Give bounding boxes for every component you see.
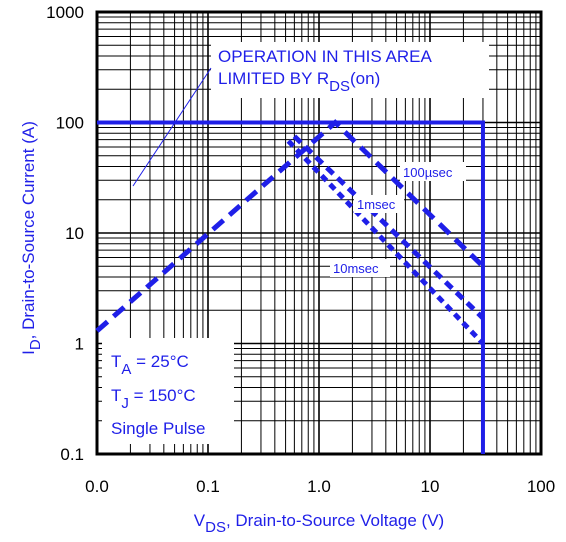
condition-ta: TA = 25°C — [111, 352, 189, 378]
y-tick-label: 10 — [65, 224, 84, 243]
label-bg-100us — [400, 162, 466, 181]
annotation-box — [211, 42, 489, 98]
x-axis-title: VDS, Drain-to-Source Voltage (V) — [194, 511, 444, 536]
series-100us-line — [95, 119, 485, 333]
label-bg-10ms — [330, 259, 390, 277]
y-tick-label: 100 — [56, 114, 84, 133]
x-tick-label: 0.0 — [85, 477, 109, 496]
series-10ms-line — [286, 139, 485, 346]
x-tick-label: 100 — [527, 477, 555, 496]
series-label-1ms: 1msec — [357, 197, 396, 212]
data-lines — [95, 119, 485, 454]
label-bg-1ms — [354, 195, 404, 213]
series-label-100us: 100µsec — [403, 165, 453, 180]
y-tick-label: 0.1 — [60, 445, 84, 464]
series-1ms-line — [292, 134, 485, 320]
x-tick-label: 1.0 — [307, 477, 331, 496]
x-tick-label: 0.1 — [196, 477, 220, 496]
y-axis-title: ID, Drain-to-Source Current (A) — [19, 121, 44, 355]
conditions-box — [102, 338, 234, 444]
condition-pulse: Single Pulse — [111, 419, 206, 438]
annotation-line2: LIMITED BY RDS(on) — [218, 69, 380, 95]
condition-tj: TJ = 150°C — [111, 386, 196, 412]
x-tick-label: 10 — [421, 477, 440, 496]
series-label-10ms: 10msec — [333, 261, 379, 276]
grid-lines — [96, 12, 541, 455]
annotation-line1: OPERATION IN THIS AREA — [218, 47, 432, 66]
y-tick-label: 1000 — [46, 3, 84, 22]
annotation-pointer — [132, 67, 212, 187]
y-tick-label: 1 — [75, 335, 84, 354]
plot-frame — [95, 10, 543, 456]
